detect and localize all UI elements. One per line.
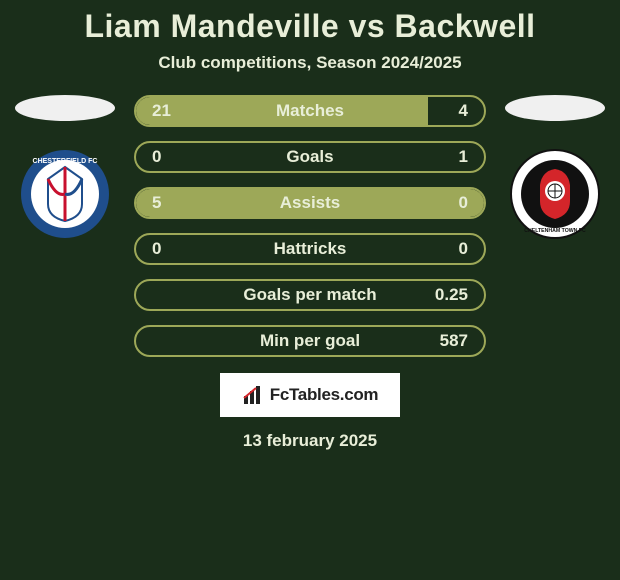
svg-text:CHESTERFIELD FC: CHESTERFIELD FC [33, 158, 98, 165]
page-title: Liam Mandeville vs Backwell [84, 8, 535, 45]
stat-value-right: 0 [438, 193, 468, 213]
stat-row-goals: 0 Goals 1 [134, 141, 486, 173]
left-player-column: CHESTERFIELD FC [10, 95, 120, 239]
subtitle: Club competitions, Season 2024/2025 [158, 53, 461, 73]
date-text: 13 february 2025 [243, 431, 377, 451]
stat-value-right: 0 [438, 239, 468, 259]
stat-label: Min per goal [260, 331, 360, 351]
branding-badge: FcTables.com [220, 373, 400, 417]
stat-value-right: 0.25 [435, 285, 468, 305]
stat-value-right: 4 [438, 101, 468, 121]
stat-label: Goals [286, 147, 333, 167]
stat-row-min-per-goal: Min per goal 587 [134, 325, 486, 357]
stat-label: Assists [280, 193, 340, 213]
left-flag-icon [15, 95, 115, 121]
stat-value-left: 5 [152, 193, 182, 213]
stat-value-right: 1 [438, 147, 468, 167]
stat-value-left: 0 [152, 147, 182, 167]
branding-text: FcTables.com [270, 385, 379, 405]
stat-row-goals-per-match: Goals per match 0.25 [134, 279, 486, 311]
stat-value-left: 21 [152, 101, 182, 121]
stat-label: Goals per match [243, 285, 376, 305]
stat-row-hattricks: 0 Hattricks 0 [134, 233, 486, 265]
bar-chart-icon [242, 384, 264, 406]
stat-row-matches: 21 Matches 4 [134, 95, 486, 127]
comparison-row: CHESTERFIELD FC 21 Matches 4 0 Goals 1 [0, 95, 620, 357]
stat-label: Hattricks [274, 239, 347, 259]
stat-value-right: 587 [438, 331, 468, 351]
stat-label: Matches [276, 101, 344, 121]
stat-value-left: 0 [152, 239, 182, 259]
cheltenham-badge-icon: CHELTENHAM TOWN FC [510, 149, 600, 239]
right-flag-icon [505, 95, 605, 121]
chesterfield-badge-icon: CHESTERFIELD FC [20, 149, 110, 239]
stat-row-assists: 5 Assists 0 [134, 187, 486, 219]
left-club-badge: CHESTERFIELD FC [20, 149, 110, 239]
svg-text:CHELTENHAM TOWN FC: CHELTENHAM TOWN FC [524, 228, 586, 234]
right-club-badge: CHELTENHAM TOWN FC [510, 149, 600, 239]
stats-column: 21 Matches 4 0 Goals 1 5 Assists 0 0 [130, 95, 490, 357]
right-player-column: CHELTENHAM TOWN FC [500, 95, 610, 239]
